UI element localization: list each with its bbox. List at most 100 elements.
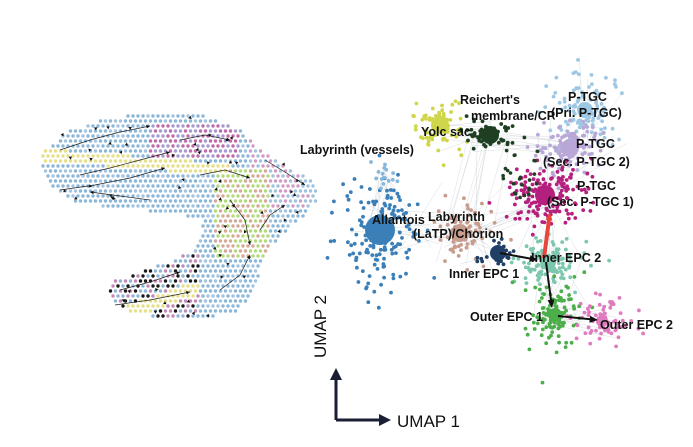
spot: [266, 154, 270, 158]
umap-point: [473, 133, 477, 138]
spot: [276, 214, 280, 218]
graph-edge: [450, 125, 491, 127]
spot: [83, 149, 88, 153]
spot: [233, 269, 238, 273]
spot: [151, 204, 155, 208]
spot: [51, 164, 55, 168]
umap-point: [578, 301, 583, 306]
label-pri-ptgc: (Pri. P-TGC): [551, 106, 622, 120]
spot: [256, 184, 260, 188]
spot: [236, 234, 240, 238]
spot: [211, 244, 215, 248]
spot: [78, 199, 83, 203]
spot: [203, 159, 208, 163]
spot: [106, 204, 110, 208]
spot: [43, 169, 48, 173]
spot: [221, 254, 225, 258]
umap-point: [488, 229, 493, 234]
label-reicherts: Reichert's: [460, 93, 520, 107]
spot: [51, 154, 55, 158]
velocity-arrowhead: [260, 210, 264, 214]
umap-point: [567, 255, 572, 260]
spot: [126, 134, 130, 138]
umap-point: [546, 307, 550, 311]
spot: [208, 119, 213, 123]
velocity-streamline: [199, 169, 251, 179]
spot: [288, 219, 293, 223]
arrow-inner-epc2-to-outer-epc1: [545, 261, 553, 302]
umap-point: [417, 239, 421, 243]
spot: [181, 144, 185, 148]
velocity-arrowhead: [127, 290, 131, 294]
spot: [111, 124, 115, 128]
umap-point: [480, 236, 485, 241]
spot: [63, 159, 68, 163]
spot: [281, 174, 285, 178]
spot: [163, 129, 168, 133]
spot: [53, 179, 58, 183]
spot: [206, 264, 210, 268]
umap-point: [451, 239, 456, 244]
graph-edge: [460, 202, 540, 241]
spot: [293, 189, 298, 193]
spot: [201, 174, 205, 178]
spot: [213, 279, 218, 283]
spot: [196, 254, 200, 258]
spot: [178, 289, 183, 293]
spot: [263, 159, 268, 163]
spot: [263, 239, 268, 243]
spot: [178, 189, 183, 193]
umap-point: [603, 311, 607, 316]
spot: [241, 144, 245, 148]
velocity-arrowhead: [124, 142, 129, 146]
spot: [211, 144, 215, 148]
spot: [206, 224, 210, 228]
spot: [53, 169, 58, 173]
umap-point: [517, 216, 522, 221]
spot: [98, 189, 103, 193]
umap-point: [573, 104, 578, 109]
spot: [203, 239, 208, 243]
umap-point: [620, 91, 624, 96]
spot: [266, 164, 270, 168]
spot: [261, 244, 265, 248]
spot: [121, 124, 125, 128]
umap-point: [527, 187, 531, 192]
spot: [203, 129, 208, 133]
spot: [221, 164, 225, 168]
umap-point: [388, 203, 392, 207]
umap-point: [526, 197, 531, 202]
spot: [181, 274, 185, 278]
umap-point: [556, 186, 561, 191]
umap-point: [390, 177, 395, 182]
spot: [258, 209, 263, 213]
spot: [113, 289, 118, 293]
spot: [303, 209, 308, 213]
label-sec-ptgc2: P-TGC: [576, 137, 615, 151]
spot: [146, 274, 150, 278]
spot: [178, 149, 183, 153]
velocity-arrowhead: [206, 161, 210, 165]
umap-point: [505, 255, 509, 260]
umap-point: [525, 332, 530, 337]
spot: [238, 159, 243, 163]
spot: [273, 169, 278, 173]
spot: [188, 189, 193, 193]
spot: [206, 304, 210, 308]
umap-point: [563, 105, 568, 110]
spot: [261, 204, 265, 208]
spot: [206, 174, 210, 178]
umap-point: [377, 252, 382, 257]
spot: [143, 129, 148, 133]
umap-point: [527, 178, 532, 182]
spot: [268, 199, 273, 203]
spot: [126, 154, 130, 158]
spot: [236, 134, 240, 138]
umap-point: [532, 224, 537, 229]
umap-point: [522, 260, 526, 265]
spot: [231, 304, 235, 308]
spot: [81, 144, 85, 148]
umap-point: [419, 135, 423, 140]
spot: [138, 289, 143, 293]
spot: [63, 179, 68, 183]
